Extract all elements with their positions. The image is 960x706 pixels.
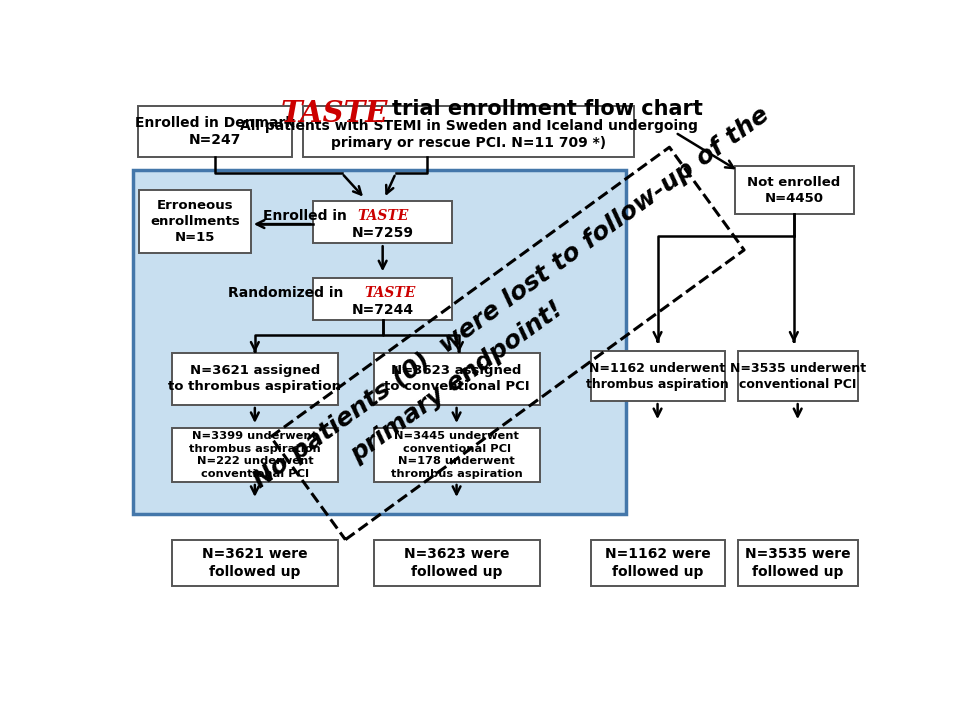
- Text: N=1162 were
followed up: N=1162 were followed up: [605, 547, 710, 578]
- Text: N=3535 were
followed up: N=3535 were followed up: [745, 547, 851, 578]
- Text: N=3399 underwent
thrombus aspiration
N=222 underwent
conventional PCI: N=3399 underwent thrombus aspiration N=2…: [189, 431, 321, 479]
- Bar: [138, 107, 292, 157]
- Text: primary or rescue PCI. N=11 709 *): primary or rescue PCI. N=11 709 *): [331, 136, 607, 150]
- Bar: [374, 428, 540, 482]
- Text: N=1162 underwent
thrombus aspiration: N=1162 underwent thrombus aspiration: [587, 362, 729, 391]
- Text: N=3623 were
followed up: N=3623 were followed up: [404, 547, 510, 578]
- Text: N=3621 were
followed up: N=3621 were followed up: [202, 547, 307, 578]
- Text: TASTE: TASTE: [365, 287, 416, 300]
- Bar: [734, 167, 853, 214]
- Text: No patients (0)  were lost to follow-up of the: No patients (0) were lost to follow-up o…: [249, 102, 774, 493]
- Text: N=3621 assigned
to thrombus aspiration: N=3621 assigned to thrombus aspiration: [168, 364, 342, 393]
- Text: N=3623 assigned
to conventional PCI: N=3623 assigned to conventional PCI: [384, 364, 529, 393]
- Bar: [133, 170, 626, 515]
- Text: N=3445 underwent
conventional PCI
N=178 underwent
thrombus aspiration: N=3445 underwent conventional PCI N=178 …: [391, 431, 522, 479]
- Text: TASTE: TASTE: [357, 210, 408, 223]
- Text: N=7244: N=7244: [351, 304, 414, 317]
- Text: All patients with STEMI in Sweden and Iceland undergoing: All patients with STEMI in Sweden and Ic…: [240, 119, 698, 133]
- Text: TASTE: TASTE: [280, 99, 388, 128]
- Bar: [590, 540, 726, 586]
- Text: Erroneous
enrollments
N=15: Erroneous enrollments N=15: [150, 199, 240, 244]
- Text: primary endpoint!: primary endpoint!: [347, 297, 568, 467]
- Text: Enrolled in Denmark
N=247: Enrolled in Denmark N=247: [135, 116, 295, 148]
- Bar: [173, 353, 338, 405]
- Text: Not enrolled
N=4450: Not enrolled N=4450: [747, 176, 840, 205]
- Bar: [303, 107, 635, 157]
- Text: Randomized in: Randomized in: [228, 287, 348, 300]
- Text: N=3535 underwent
conventional PCI: N=3535 underwent conventional PCI: [730, 362, 866, 391]
- Bar: [374, 540, 540, 586]
- Text: trial enrollment flow chart: trial enrollment flow chart: [392, 99, 703, 119]
- Text: N=7259: N=7259: [351, 227, 414, 240]
- Text: Enrolled in: Enrolled in: [263, 210, 352, 223]
- Bar: [738, 540, 857, 586]
- Bar: [590, 351, 726, 401]
- Bar: [313, 201, 452, 244]
- Bar: [139, 190, 251, 253]
- Bar: [173, 540, 338, 586]
- Bar: [313, 278, 452, 321]
- Bar: [173, 428, 338, 482]
- Bar: [374, 353, 540, 405]
- Bar: [738, 351, 857, 401]
